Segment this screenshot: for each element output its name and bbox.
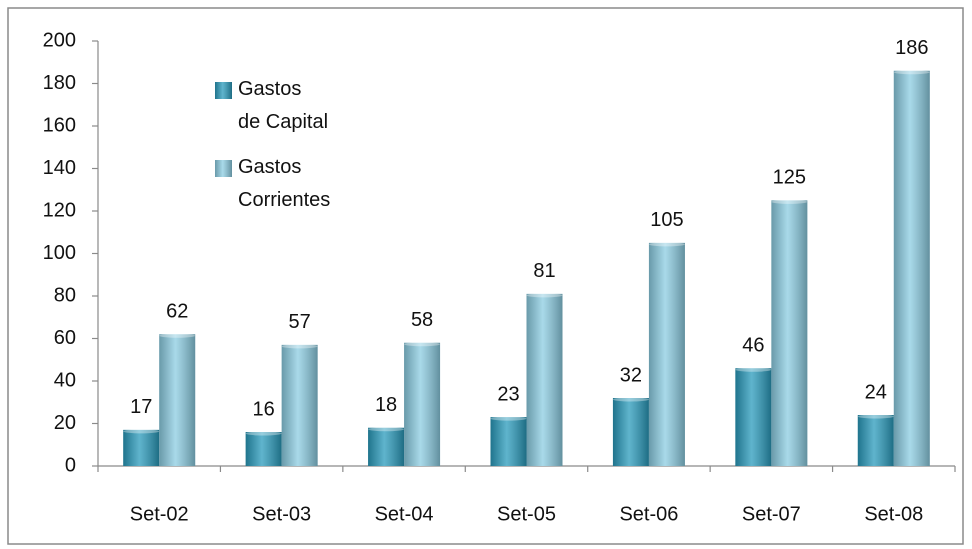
bar-cap [648, 242, 685, 247]
bar [771, 200, 808, 466]
bar [368, 427, 405, 466]
bar-cap [368, 427, 405, 432]
bar-cap [490, 416, 527, 421]
bar [245, 432, 282, 466]
bar [526, 293, 563, 466]
data-label: 46 [742, 335, 764, 357]
x-tick-label: Set-08 [864, 503, 923, 525]
x-tick-label: Set-06 [619, 503, 678, 525]
data-label: 186 [895, 37, 928, 59]
y-tick-label: 80 [54, 284, 76, 306]
bar-cap [771, 199, 808, 204]
data-label: 17 [130, 396, 152, 418]
bar-cap [159, 333, 196, 338]
bar [735, 368, 772, 466]
bar-cap [612, 397, 649, 402]
y-tick-label: 180 [43, 72, 76, 94]
bar [123, 429, 160, 466]
data-label: 32 [620, 364, 642, 386]
legend-swatch-shade [215, 82, 232, 99]
data-label: 23 [497, 383, 519, 405]
y-tick-label: 200 [43, 29, 76, 51]
y-tick-label: 40 [54, 369, 76, 391]
legend-label: Gastos de Capital [238, 78, 328, 133]
bar [159, 334, 196, 466]
y-tick-label: 160 [43, 114, 76, 136]
bar-cap [893, 70, 930, 75]
y-tick-label: 60 [54, 327, 76, 349]
bar [893, 70, 930, 466]
bar-cap [404, 342, 441, 347]
bar-cap [735, 367, 772, 372]
bar-cap [857, 414, 894, 419]
bar [404, 342, 441, 466]
data-label: 16 [253, 398, 275, 420]
data-label: 125 [773, 167, 806, 189]
data-label: 58 [411, 309, 433, 331]
data-label: 18 [375, 394, 397, 416]
data-label: 57 [289, 311, 311, 333]
bar [612, 398, 649, 466]
bar-cap [123, 429, 160, 434]
data-label: 24 [865, 381, 887, 403]
y-tick-label: 100 [43, 242, 76, 264]
x-tick-label: Set-05 [497, 503, 556, 525]
x-tick-label: Set-07 [742, 503, 801, 525]
bar [490, 417, 527, 466]
data-label: 105 [650, 209, 683, 231]
data-label: 62 [166, 301, 188, 323]
legend-swatch-shade [215, 160, 232, 177]
bar-cap [245, 431, 282, 436]
x-tick-label: Set-04 [375, 503, 434, 525]
x-tick-label: Set-03 [252, 503, 311, 525]
x-tick-label: Set-02 [130, 503, 189, 525]
y-tick-label: 140 [43, 157, 76, 179]
data-label: 81 [533, 260, 555, 282]
y-tick-label: 0 [65, 454, 76, 476]
bar [648, 242, 685, 466]
bar-cap [281, 344, 318, 349]
bar-cap [526, 293, 563, 298]
y-tick-label: 20 [54, 412, 76, 434]
bar [281, 344, 318, 466]
y-tick-label: 120 [43, 199, 76, 221]
bar [857, 415, 894, 466]
legend-label: Gastos Corrientes [238, 156, 330, 211]
